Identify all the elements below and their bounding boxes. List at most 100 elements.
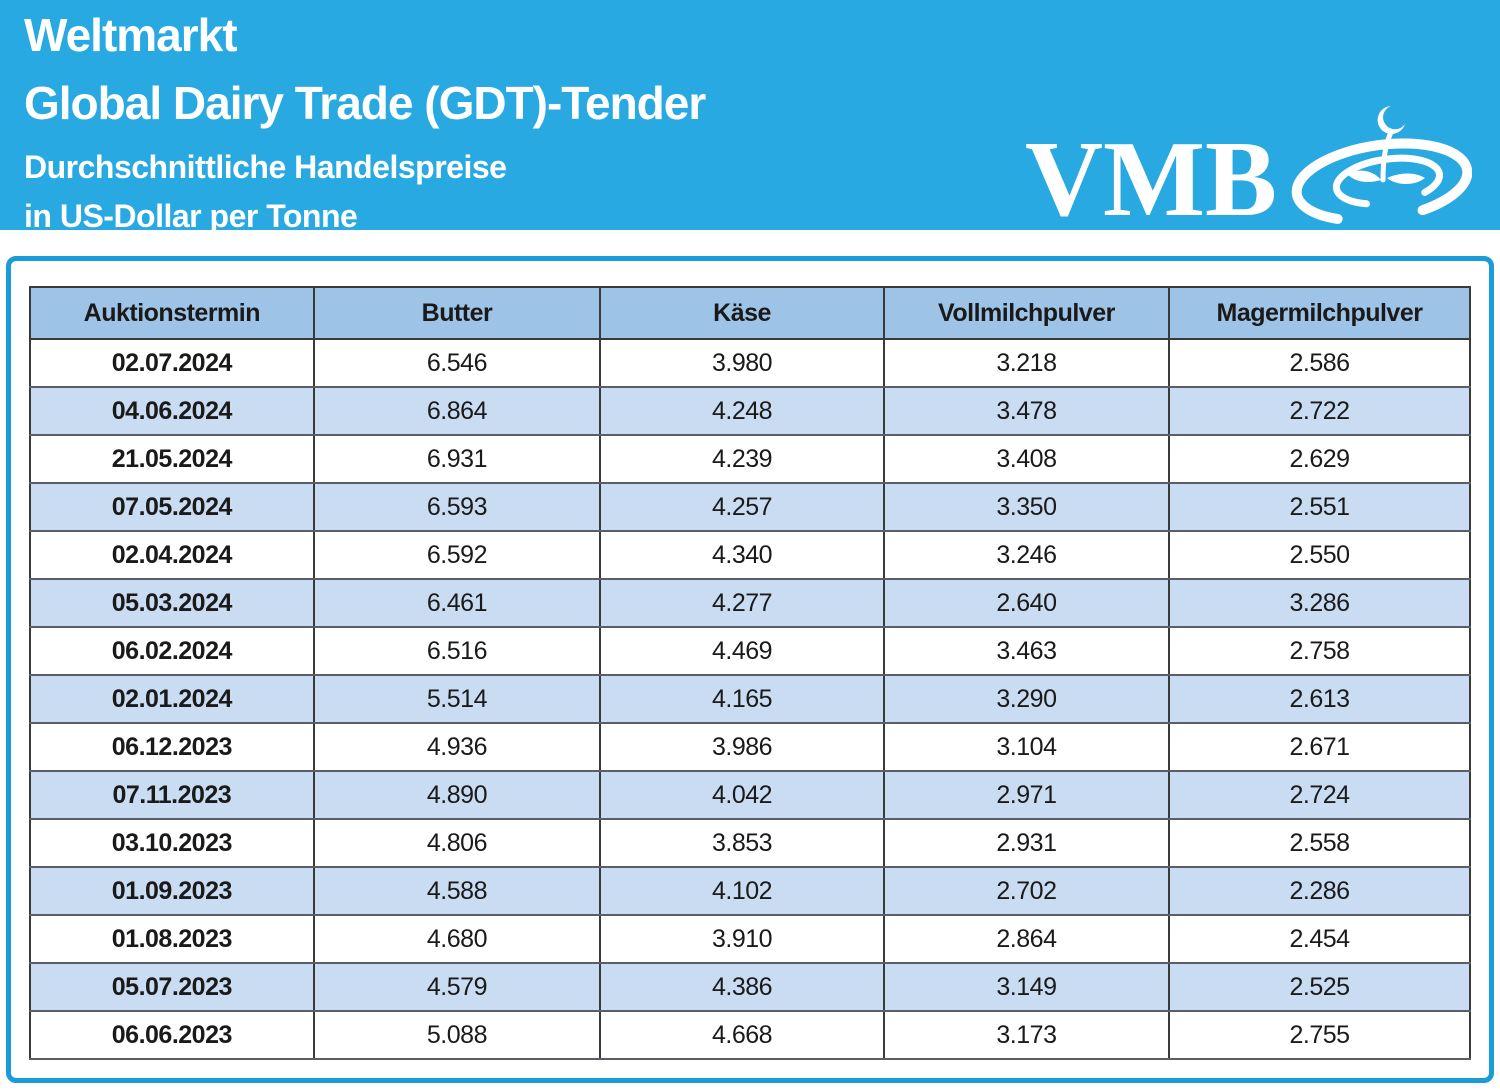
- table-row: 02.04.2024 6.592 4.340 3.246 2.550: [29, 530, 1471, 580]
- auction-date-cell: 02.01.2024: [29, 674, 315, 724]
- table-row: 03.10.2023 4.806 3.853 2.931 2.558: [29, 818, 1471, 868]
- butter-price-cell: 4.579: [312, 962, 602, 1012]
- table-row: 06.02.2024 6.516 4.469 3.463 2.758: [29, 626, 1471, 676]
- table-row: 06.06.2023 5.088 4.668 3.173 2.755: [29, 1010, 1471, 1060]
- butter-price-cell: 6.461: [312, 578, 602, 628]
- butter-price-cell: 4.588: [312, 866, 602, 916]
- magermilchpulver-price-cell: 2.724: [1168, 770, 1471, 820]
- vmb-logo: VMB: [1025, 100, 1472, 239]
- magermilchpulver-price-cell: 2.454: [1168, 914, 1471, 964]
- vollmilchpulver-price-cell: 3.218: [882, 338, 1171, 388]
- magermilchpulver-price-cell: 2.629: [1168, 434, 1471, 484]
- vollmilchpulver-price-cell: 3.246: [882, 530, 1171, 580]
- gdt-price-table: Auktionstermin Butter Käse Vollmilchpulv…: [29, 286, 1471, 1060]
- table-row: 02.01.2024 5.514 4.165 3.290 2.613: [29, 674, 1471, 724]
- magermilchpulver-price-cell: 2.550: [1168, 530, 1471, 580]
- vollmilchpulver-price-cell: 2.702: [882, 866, 1171, 916]
- butter-price-cell: 5.514: [312, 674, 602, 724]
- magermilchpulver-price-cell: 2.286: [1168, 866, 1471, 916]
- column-header-magermilchpulver: Magermilchpulver: [1168, 286, 1471, 340]
- auction-date-cell: 06.06.2023: [29, 1010, 315, 1060]
- milk-swirl-icon: [1291, 106, 1472, 226]
- magermilchpulver-price-cell: 2.586: [1168, 338, 1471, 388]
- table-row: 07.05.2024 6.593 4.257 3.350 2.551: [29, 482, 1471, 532]
- vollmilchpulver-price-cell: 2.640: [882, 578, 1171, 628]
- butter-price-cell: 6.546: [312, 338, 602, 388]
- vollmilchpulver-price-cell: 3.350: [882, 482, 1171, 532]
- subtitle-unit: in US-Dollar per Tonne: [24, 198, 358, 234]
- kaese-price-cell: 4.469: [599, 626, 885, 676]
- table-row: 01.08.2023 4.680 3.910 2.864 2.454: [29, 914, 1471, 964]
- kaese-price-cell: 4.257: [599, 482, 885, 532]
- vollmilchpulver-price-cell: 3.463: [882, 626, 1171, 676]
- table-row: 04.06.2024 6.864 4.248 3.478 2.722: [29, 386, 1471, 436]
- butter-price-cell: 6.516: [312, 626, 602, 676]
- vollmilchpulver-price-cell: 3.149: [882, 962, 1171, 1012]
- table-header-row: Auktionstermin Butter Käse Vollmilchpulv…: [29, 286, 1471, 340]
- kaese-price-cell: 4.248: [599, 386, 885, 436]
- table-row: 21.05.2024 6.931 4.239 3.408 2.629: [29, 434, 1471, 484]
- magermilchpulver-price-cell: 2.613: [1168, 674, 1471, 724]
- kaese-price-cell: 4.239: [599, 434, 885, 484]
- magermilchpulver-price-cell: 2.551: [1168, 482, 1471, 532]
- page-subtitle-gdt: Global Dairy Trade (GDT)-Tender: [24, 77, 706, 129]
- magermilchpulver-price-cell: 3.286: [1168, 578, 1471, 628]
- butter-price-cell: 4.680: [312, 914, 602, 964]
- butter-price-cell: 4.890: [312, 770, 602, 820]
- magermilchpulver-price-cell: 2.558: [1168, 818, 1471, 868]
- table-row: 02.07.2024 6.546 3.980 3.218 2.586: [29, 338, 1471, 388]
- auction-date-cell: 07.05.2024: [29, 482, 315, 532]
- vollmilchpulver-price-cell: 2.931: [882, 818, 1171, 868]
- magermilchpulver-price-cell: 2.671: [1168, 722, 1471, 772]
- kaese-price-cell: 4.277: [599, 578, 885, 628]
- column-header-auktionstermin: Auktionstermin: [29, 286, 315, 340]
- auction-date-cell: 02.04.2024: [29, 530, 315, 580]
- vollmilchpulver-price-cell: 2.864: [882, 914, 1171, 964]
- kaese-price-cell: 3.910: [599, 914, 885, 964]
- table-row: 01.09.2023 4.588 4.102 2.702 2.286: [29, 866, 1471, 916]
- vollmilchpulver-price-cell: 3.173: [882, 1010, 1171, 1060]
- auction-date-cell: 03.10.2023: [29, 818, 315, 868]
- butter-price-cell: 6.592: [312, 530, 602, 580]
- kaese-price-cell: 4.165: [599, 674, 885, 724]
- auction-date-cell: 21.05.2024: [29, 434, 315, 484]
- auction-date-cell: 01.08.2023: [29, 914, 315, 964]
- kaese-price-cell: 3.980: [599, 338, 885, 388]
- table-header: Auktionstermin Butter Käse Vollmilchpulv…: [29, 286, 1471, 340]
- auction-date-cell: 06.02.2024: [29, 626, 315, 676]
- kaese-price-cell: 4.340: [599, 530, 885, 580]
- table-row: 05.07.2023 4.579 4.386 3.149 2.525: [29, 962, 1471, 1012]
- column-header-butter: Butter: [312, 286, 602, 340]
- table-row: 07.11.2023 4.890 4.042 2.971 2.724: [29, 770, 1471, 820]
- butter-price-cell: 4.806: [312, 818, 602, 868]
- table-row: 05.03.2024 6.461 4.277 2.640 3.286: [29, 578, 1471, 628]
- auction-date-cell: 05.03.2024: [29, 578, 315, 628]
- column-header-kaese: Käse: [599, 286, 885, 340]
- subtitle-prices: Durchschnittliche Handelspreise: [24, 149, 507, 185]
- kaese-price-cell: 3.986: [599, 722, 885, 772]
- kaese-price-cell: 4.386: [599, 962, 885, 1012]
- auction-date-cell: 05.07.2023: [29, 962, 315, 1012]
- magermilchpulver-price-cell: 2.758: [1168, 626, 1471, 676]
- vmb-logo-text: VMB: [1025, 120, 1277, 239]
- table-frame: Auktionstermin Butter Käse Vollmilchpulv…: [6, 256, 1494, 1083]
- magermilchpulver-price-cell: 2.722: [1168, 386, 1471, 436]
- kaese-price-cell: 3.853: [599, 818, 885, 868]
- magermilchpulver-price-cell: 2.755: [1168, 1010, 1471, 1060]
- butter-price-cell: 5.088: [312, 1010, 602, 1060]
- auction-date-cell: 01.09.2023: [29, 866, 315, 916]
- page-title: Weltmarkt: [24, 9, 238, 61]
- butter-price-cell: 6.593: [312, 482, 602, 532]
- auction-date-cell: 04.06.2024: [29, 386, 315, 436]
- table-row: 06.12.2023 4.936 3.986 3.104 2.671: [29, 722, 1471, 772]
- kaese-price-cell: 4.102: [599, 866, 885, 916]
- auction-date-cell: 02.07.2024: [29, 338, 315, 388]
- column-header-vollmilchpulver: Vollmilchpulver: [882, 286, 1171, 340]
- title-banner: Weltmarkt Global Dairy Trade (GDT)-Tende…: [0, 0, 1500, 239]
- vollmilchpulver-price-cell: 3.408: [882, 434, 1171, 484]
- kaese-price-cell: 4.042: [599, 770, 885, 820]
- auction-date-cell: 07.11.2023: [29, 770, 315, 820]
- vollmilchpulver-price-cell: 3.290: [882, 674, 1171, 724]
- magermilchpulver-price-cell: 2.525: [1168, 962, 1471, 1012]
- butter-price-cell: 6.864: [312, 386, 602, 436]
